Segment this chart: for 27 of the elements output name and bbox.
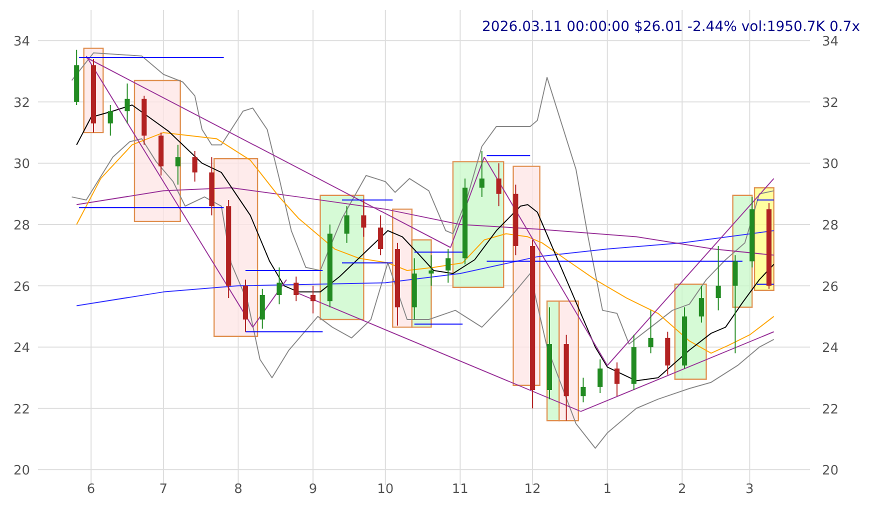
y-tick-label: 32 xyxy=(13,96,30,111)
y-tick-label: 26 xyxy=(13,280,30,295)
x-tick-label: 8 xyxy=(234,482,242,497)
text: 2026.03.11 00:00:00 $26.01 -2.44% vol:1950.7K 0.7x xyxy=(482,19,860,35)
x-tick-label: 12 xyxy=(524,482,541,497)
x-tick-label: 2 xyxy=(678,482,686,497)
y-tick-label: 28 xyxy=(13,218,30,234)
y2-tick-label: 20 xyxy=(822,464,839,479)
y2-tick-label: 34 xyxy=(822,34,839,50)
x-tick-label: 1 xyxy=(603,482,612,497)
x-tick-label: 10 xyxy=(377,482,394,497)
y-tick-label: 34 xyxy=(13,34,30,50)
y2-tick-label: 32 xyxy=(822,96,839,111)
y2-tick-label: 24 xyxy=(822,341,839,356)
y-tick-label: 24 xyxy=(13,341,30,356)
y2-tick-label: 30 xyxy=(822,157,839,172)
y-tick-label: 22 xyxy=(13,402,30,418)
x-tick-label: 7 xyxy=(159,482,168,497)
y-tick-label: 30 xyxy=(13,157,30,172)
y2-tick-label: 28 xyxy=(822,218,839,234)
y2-tick-label: 22 xyxy=(822,402,839,418)
x-tick-label: 11 xyxy=(452,482,468,497)
y-tick-label: 20 xyxy=(13,464,30,479)
y2-tick-label: 26 xyxy=(822,280,839,295)
x-tick-label: 6 xyxy=(86,482,96,497)
x-tick-label: 9 xyxy=(308,482,318,497)
x-tick-label: 3 xyxy=(746,482,754,497)
